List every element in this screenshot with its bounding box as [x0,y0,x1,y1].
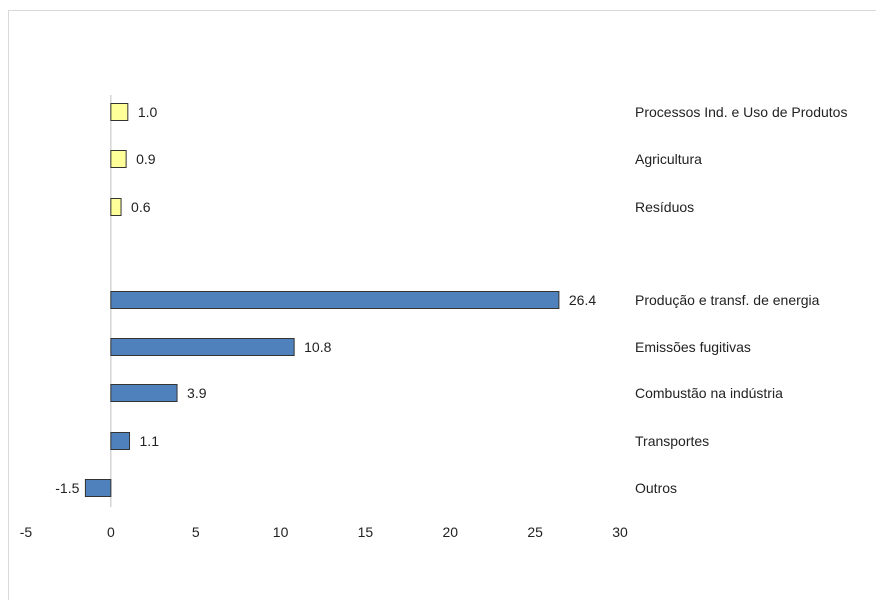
x-tick-label: 20 [442,524,458,540]
data-label: 1.1 [140,433,160,449]
bar [110,338,295,356]
x-tick-label: 10 [273,524,289,540]
labels-layer: 1.0 Processos Ind. e Uso de Produtos 0.9 Ag… [55,104,847,496]
category-label: Agricultura [635,151,702,167]
bar [84,479,112,497]
x-tick-label: -5 [20,524,33,540]
category-label: Resíduos [635,199,694,215]
data-label: 0.6 [131,199,151,215]
category-label: Combustão na indústria [635,385,783,401]
x-tick-label: 25 [527,524,543,540]
data-label: 1.0 [138,104,158,120]
category-label: Produção e transf. de energia [635,292,820,308]
data-label: 3.9 [187,385,207,401]
category-label: Transportes [635,433,709,449]
x-tick-label: 5 [192,524,200,540]
data-label: -1.5 [55,480,79,496]
bar [110,150,127,168]
category-label: Processos Ind. e Uso de Produtos [635,104,847,120]
category-label: Outros [635,480,677,496]
bar [110,198,122,216]
x-tick-label: 15 [358,524,374,540]
data-label: 10.8 [304,339,331,355]
x-tick-label: 0 [107,524,115,540]
bar [110,432,131,450]
data-label: 0.9 [136,151,156,167]
bar [110,103,129,121]
bar [110,384,178,402]
bar [110,291,560,309]
bars-layer [84,103,560,497]
x-tick-label: 30 [612,524,628,540]
data-label: 26.4 [569,292,596,308]
category-label: Emissões fugitivas [635,339,751,355]
